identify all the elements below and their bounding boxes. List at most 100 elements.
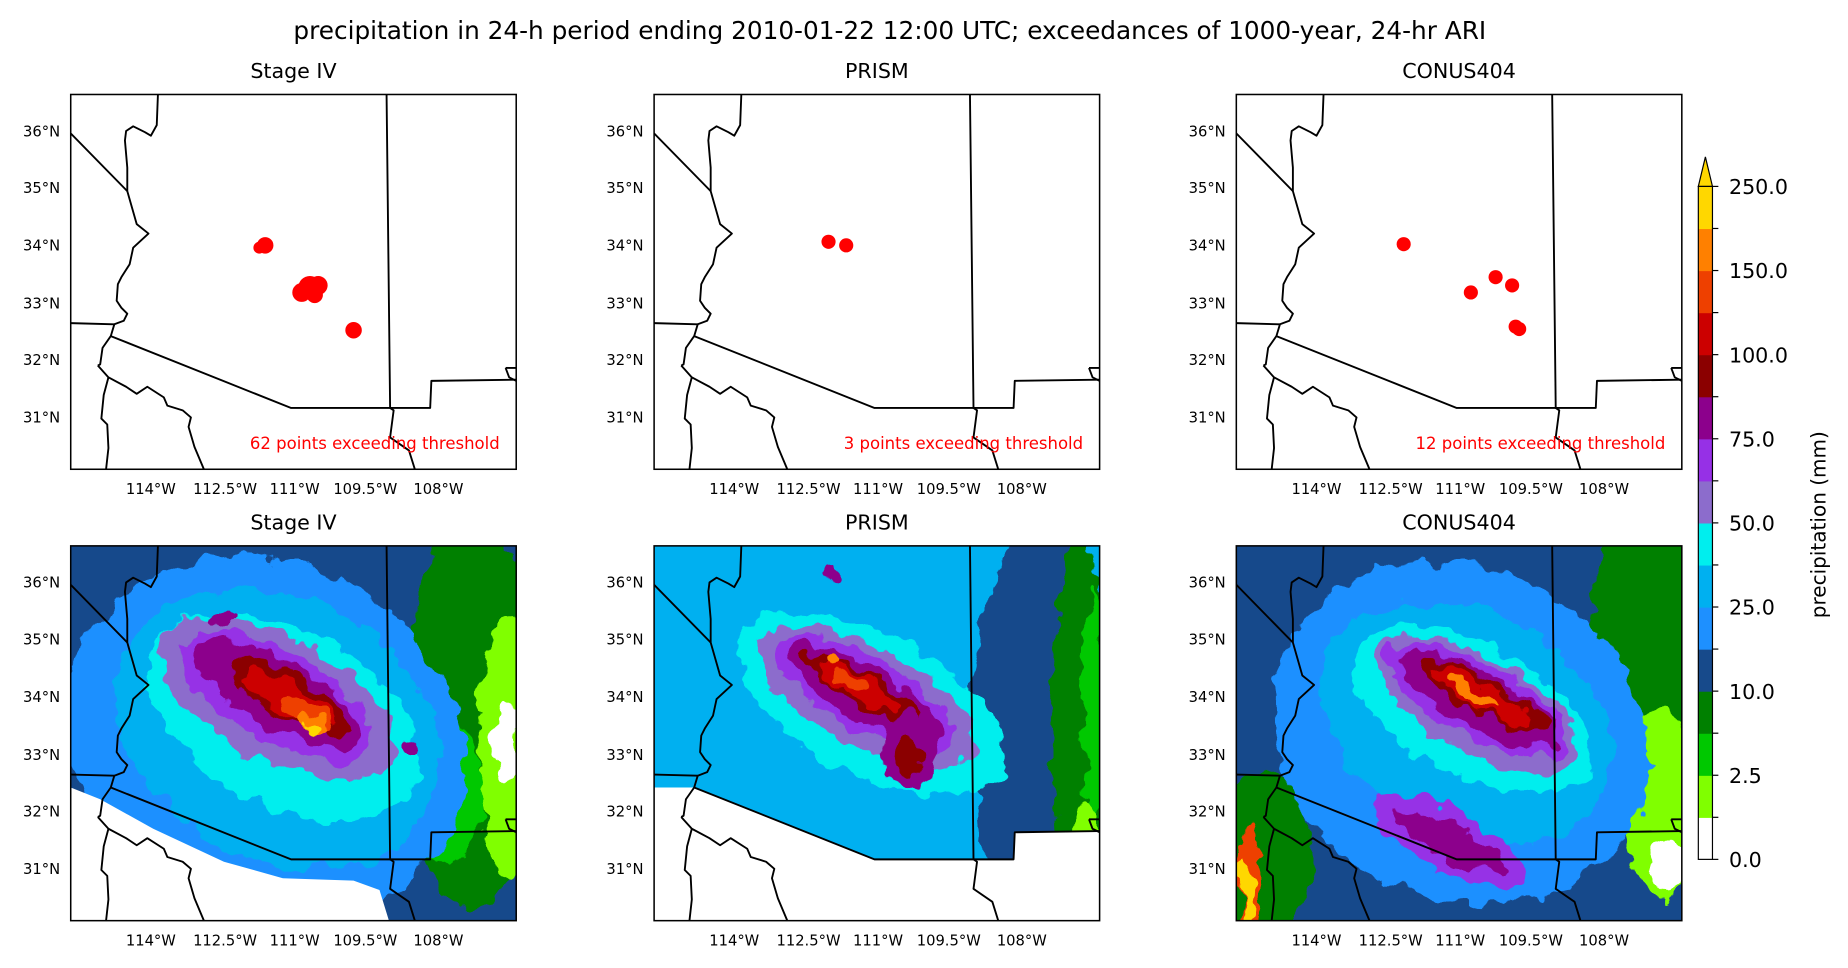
exceedance-point — [1463, 285, 1478, 300]
state-border — [654, 584, 712, 644]
map-area — [69, 545, 517, 922]
figure-title: precipitation in 24-h period ending 2010… — [293, 16, 1486, 45]
state-border — [693, 786, 1100, 861]
exceedance-point — [1512, 321, 1527, 337]
map-area: 62 points exceeding threshold — [69, 93, 517, 471]
precip-contour — [212, 607, 236, 627]
panels: Stage IV 36°N 35°N 34°N 33°N 32°N 31°N 114°W 112… — [23, 59, 1683, 949]
state-border — [70, 132, 128, 192]
lat-tick-label: 35°N — [23, 180, 60, 197]
panel-title: CONUS404 — [1402, 59, 1516, 83]
lat-tick-label: 36°N — [606, 123, 643, 140]
panel-title: PRISM — [845, 59, 909, 83]
exceedance-point — [1488, 270, 1503, 285]
lat-tick-label: 32°N — [606, 803, 643, 820]
map-frame — [1235, 93, 1683, 471]
colorbar-bin — [1698, 438, 1713, 482]
lon-tick-label: 114°W — [1291, 932, 1341, 949]
map-panel-precip-prism: PRISM 36°N 35°N 34°N 33°N 32°N 31°N 114°W 112.5°… — [606, 510, 1101, 949]
colorbar-bin — [1698, 396, 1713, 440]
no-data-region — [70, 787, 389, 921]
exceedance-count: 12 points exceeding threshold — [1416, 434, 1666, 453]
state-border — [70, 584, 128, 644]
lon-tick-label: 112.5°W — [1359, 932, 1423, 949]
lon-tick-label: 111°W — [1435, 932, 1485, 949]
state-border — [70, 773, 115, 777]
lat-tick-label: 34°N — [606, 689, 643, 706]
lat-tick-label: 34°N — [1189, 238, 1226, 255]
state-border — [1670, 367, 1682, 382]
lon-tick-label: 111°W — [270, 481, 320, 498]
lat-tick-label: 32°N — [23, 352, 60, 369]
precip-contour — [1238, 858, 1253, 918]
state-border — [693, 335, 1100, 409]
lon-tick-label: 109.5°W — [1499, 481, 1563, 498]
panel-title: CONUS404 — [1402, 510, 1516, 534]
colorbar-bin — [1698, 480, 1713, 524]
precip-contour — [305, 723, 320, 736]
colorbar-tick-label: 0.0 — [1729, 848, 1762, 872]
lon-tick-label: 112.5°W — [193, 932, 257, 949]
map-frame — [653, 545, 1101, 922]
colorbar: 0.0 2.5 10.0 25.0 50.0 75.0 100.0 150.0 250.0 pre… — [1697, 156, 1831, 872]
state-border — [680, 364, 789, 470]
lat-tick-label: 36°N — [1189, 575, 1226, 592]
state-border — [1236, 132, 1294, 192]
state-border — [110, 786, 517, 861]
state-border — [654, 773, 698, 777]
map-panel-precip-conus404: CONUS404 36°N 35°N 34°N 33°N 32°N 31°N 114°W 112… — [1189, 510, 1683, 949]
exceedance-point — [839, 238, 854, 253]
lat-tick-label: 35°N — [606, 631, 643, 648]
lat-tick-label: 31°N — [606, 861, 643, 878]
map-area — [1235, 545, 1683, 922]
lat-tick-label: 36°N — [1189, 123, 1226, 140]
lon-tick-label: 108°W — [997, 481, 1047, 498]
lat-tick-label: 32°N — [606, 352, 643, 369]
colorbar-tick-label: 100.0 — [1729, 343, 1788, 367]
state-border — [1266, 377, 1275, 470]
lon-tick-label: 108°W — [997, 932, 1047, 949]
map-panel-exceedance-conus404: CONUS404 36°N 35°N 34°N 33°N 32°N 31°N 114°W 112… — [1189, 59, 1683, 498]
colorbar-tick-label: 75.0 — [1729, 427, 1775, 451]
lat-tick-label: 35°N — [23, 631, 60, 648]
state-border — [1551, 94, 1582, 470]
state-border — [654, 132, 712, 192]
lat-tick-label: 33°N — [23, 747, 60, 764]
map-background — [1236, 94, 1682, 470]
state-border — [1088, 818, 1100, 834]
exceedance-count: 62 points exceeding threshold — [250, 434, 500, 453]
exceedance-point — [1396, 237, 1411, 252]
lon-tick-label: 109.5°W — [1499, 932, 1563, 949]
exceedance-point — [306, 286, 323, 304]
lat-tick-label: 33°N — [23, 295, 60, 312]
map-background — [654, 94, 1100, 470]
colorbar-tick-label: 10.0 — [1729, 680, 1775, 704]
lon-tick-label: 114°W — [126, 932, 176, 949]
lat-tick-label: 33°N — [1189, 747, 1226, 764]
exceedance-point — [253, 241, 266, 254]
lon-tick-label: 112.5°W — [1359, 481, 1423, 498]
lat-tick-label: 32°N — [23, 803, 60, 820]
lat-tick-label: 31°N — [1189, 861, 1226, 878]
map-frame — [69, 93, 517, 471]
lon-tick-label: 111°W — [853, 481, 903, 498]
map-frame — [653, 93, 1101, 471]
state-border — [1276, 786, 1682, 861]
precip-contour — [1648, 842, 1682, 891]
state-border — [385, 545, 416, 921]
lat-tick-label: 36°N — [606, 575, 643, 592]
precip-field — [1236, 545, 1682, 921]
precip-contour — [1390, 806, 1507, 875]
precip-contour — [831, 672, 866, 691]
map-area: 3 points exceeding threshold — [653, 93, 1101, 471]
lat-tick-label: 36°N — [23, 123, 60, 140]
state-border — [683, 828, 693, 921]
map-panel-exceedance-prism: PRISM 36°N 35°N 34°N 33°N 32°N 31°N 114°W 112.5°… — [606, 59, 1101, 498]
lat-tick-label: 34°N — [1189, 689, 1226, 706]
colorbar-bin — [1698, 775, 1713, 818]
lat-tick-label: 35°N — [606, 180, 643, 197]
lon-tick-label: 109.5°W — [333, 932, 397, 949]
state-border — [1236, 584, 1294, 644]
state-border — [969, 545, 1000, 921]
state-border — [683, 377, 693, 470]
